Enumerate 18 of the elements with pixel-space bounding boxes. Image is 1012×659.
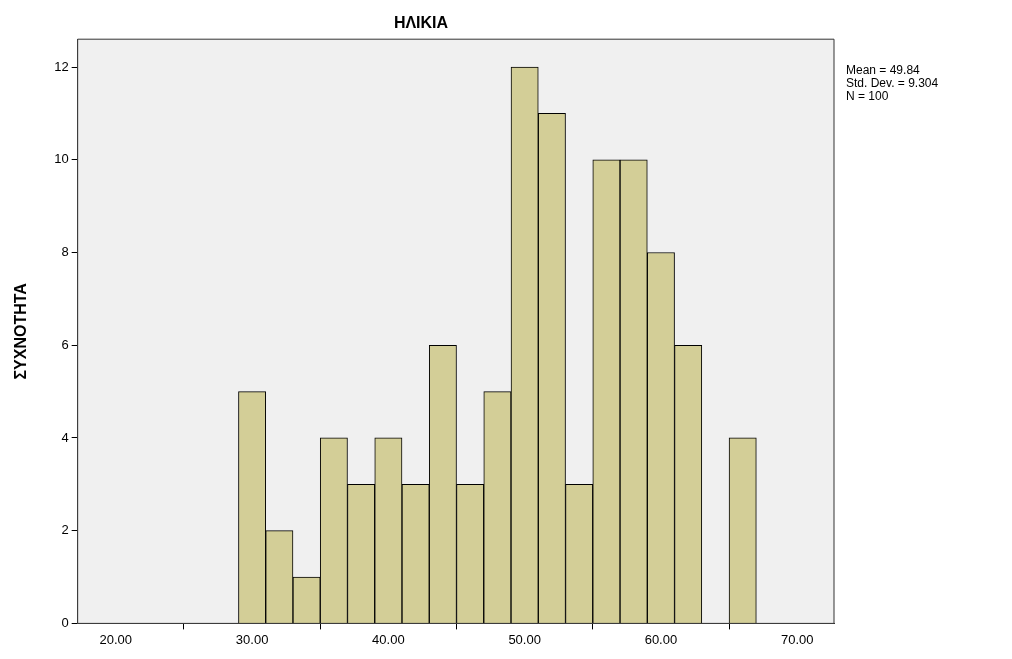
text: Std. Dev. = 9.304 (846, 75, 939, 90)
text: Mean = 49.84 (846, 62, 921, 77)
y-axis-title: ΣΥΧΝΟΤΗΤΑ (12, 282, 30, 380)
y-tick-label: 4 (61, 429, 69, 445)
y-tick-label: 12 (54, 58, 69, 74)
y-tick-label: 6 (61, 336, 69, 352)
x-tick-label: 30.00 (235, 631, 269, 647)
x-tick-label: 40.00 (372, 631, 405, 647)
x-tick-label: 60.00 (644, 631, 678, 647)
x-tick-label: 70.00 (780, 631, 814, 647)
x-tick-label: 50.00 (508, 631, 541, 647)
y-tick-label: 2 (61, 522, 69, 538)
text: N = 100 (846, 88, 889, 103)
y-tick-label: 10 (54, 151, 69, 167)
chart-title: ΗΛΙΚΙΑ (393, 14, 449, 32)
y-tick-label: 0 (61, 614, 69, 630)
y-tick-label: 8 (61, 244, 69, 260)
x-tick-label: 20.00 (99, 631, 133, 647)
